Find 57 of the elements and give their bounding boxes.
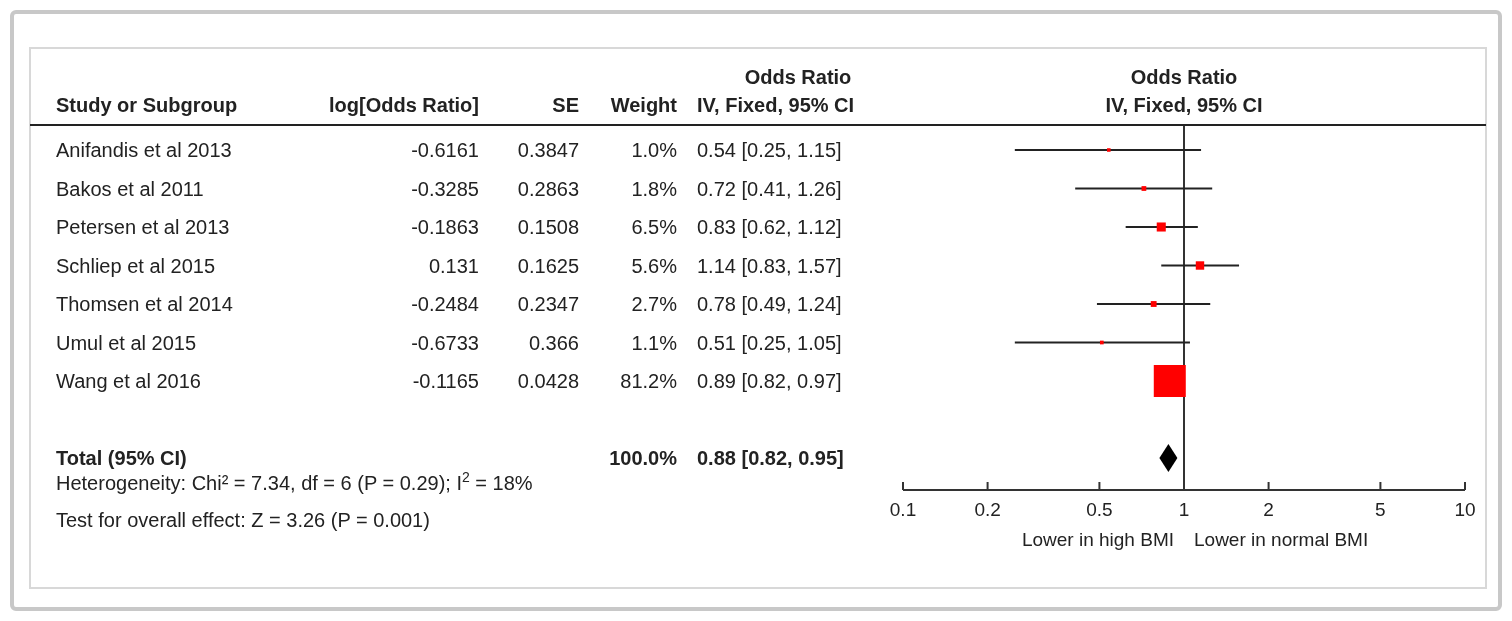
chart-title: Odds Ratio: [1130, 66, 1238, 88]
data-label: 0.131: [428, 254, 479, 277]
text: Heterogeneity: Chi² = 7.34, df = 6 (P = 0.29); I$^{2}$ = 18%: [56, 469, 533, 494]
data-label: 0.0428: [517, 370, 579, 392]
data-label: 0.83 [0.62, 1.12]: [697, 216, 842, 238]
data-label: -0.1863: [411, 216, 479, 238]
data-label: -0.1165: [412, 370, 479, 392]
text: log[Odds Ratio]: [329, 94, 479, 116]
text: Test for overall effect: Z = 3.26 (P = 0.001): [56, 509, 430, 531]
chart-subtitle: IV, Fixed, 95% CI: [1105, 94, 1263, 116]
data-label: 1.8%: [631, 177, 678, 200]
data-label: 1.0%: [631, 139, 678, 161]
x-tick-label: 10: [1454, 499, 1476, 520]
x-tick-label: 1: [1178, 499, 1190, 520]
text: SE: [552, 94, 579, 116]
data-label: 6.5%: [631, 216, 678, 238]
data-label: 1.14 [0.83, 1.57]: [697, 254, 842, 277]
text: Study or Subgroup: [56, 94, 238, 116]
data-label: 0.2347: [517, 293, 579, 315]
category-label: Anifandis et al 2013: [56, 139, 232, 161]
data-label: 81.2%: [620, 370, 678, 392]
x-tick-label: 2: [1263, 499, 1274, 520]
data-label: 0.1508: [517, 216, 579, 238]
data-label: 2.7%: [631, 293, 678, 315]
x-tick-label: 5: [1375, 499, 1386, 520]
data-label: 0.51 [0.25, 1.05]: [697, 331, 842, 354]
text: Weight: [610, 94, 678, 116]
x-tick-label: 0.5: [1086, 499, 1113, 520]
text: Lower in normal BMI: [1194, 529, 1369, 550]
text: Lower in high BMI: [1021, 529, 1174, 550]
data-label: -0.6161: [411, 139, 479, 161]
x-tick-label: 0.2: [974, 499, 1001, 520]
category-label: Umul et al 2015: [56, 331, 197, 354]
category-label: Schliep et al 2015: [56, 254, 216, 277]
text: IV, Fixed, 95% CI: [697, 94, 855, 116]
data-label: 1.1%: [631, 331, 678, 354]
data-label: 0.78 [0.49, 1.24]: [697, 293, 842, 315]
data-label: 100.0%: [609, 447, 678, 469]
data-label: 0.3847: [517, 139, 579, 161]
data-label: 0.366: [528, 331, 579, 354]
data-label: 0.72 [0.41, 1.26]: [697, 177, 842, 200]
category-label: Petersen et al 2013: [56, 216, 230, 238]
data-label: -0.6733: [411, 331, 479, 354]
data-label: 5.6%: [631, 254, 678, 277]
data-label: 0.1625: [517, 254, 579, 277]
category-label: Total (95% CI): [56, 447, 187, 469]
data-label: 0.88 [0.82, 0.95]: [697, 447, 844, 469]
data-label: -0.3285: [411, 177, 479, 200]
category-label: Wang et al 2016: [56, 370, 201, 392]
data-label: -0.2484: [411, 293, 479, 315]
data-label: 0.2863: [517, 177, 579, 200]
category-label: Thomsen et al 2014: [56, 293, 233, 315]
x-tick-label: 0.1: [889, 499, 917, 520]
data-label: 0.54 [0.25, 1.15]: [697, 139, 842, 161]
category-label: Bakos et al 2011: [56, 177, 204, 200]
data-label: 0.89 [0.82, 0.97]: [697, 370, 842, 392]
text: Odds Ratio: [744, 66, 852, 88]
